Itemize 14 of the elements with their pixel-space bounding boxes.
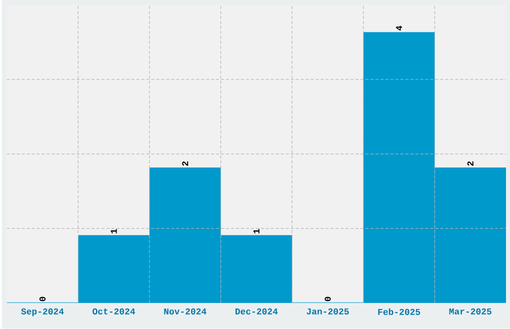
data-label: 1 [110, 229, 117, 234]
data-label: 0 [324, 296, 331, 302]
x-tick-label: Dec-2024 [236, 308, 278, 315]
data-label: 1 [253, 229, 260, 234]
x-tick-label: Nov-2024 [164, 308, 206, 315]
x-tick-label: Sep-2024 [21, 308, 64, 316]
x-tick-label: Oct-2024 [92, 308, 136, 315]
x-tick-label: Feb-2025 [378, 308, 420, 316]
data-label: 2 [467, 162, 474, 166]
data-label: 0 [39, 296, 46, 302]
x-tick-label: Mar-2025 [449, 308, 492, 315]
data-label: 4 [396, 26, 402, 31]
x-tick-label: Jan-2025 [306, 308, 349, 315]
data-label: 2 [182, 162, 188, 166]
